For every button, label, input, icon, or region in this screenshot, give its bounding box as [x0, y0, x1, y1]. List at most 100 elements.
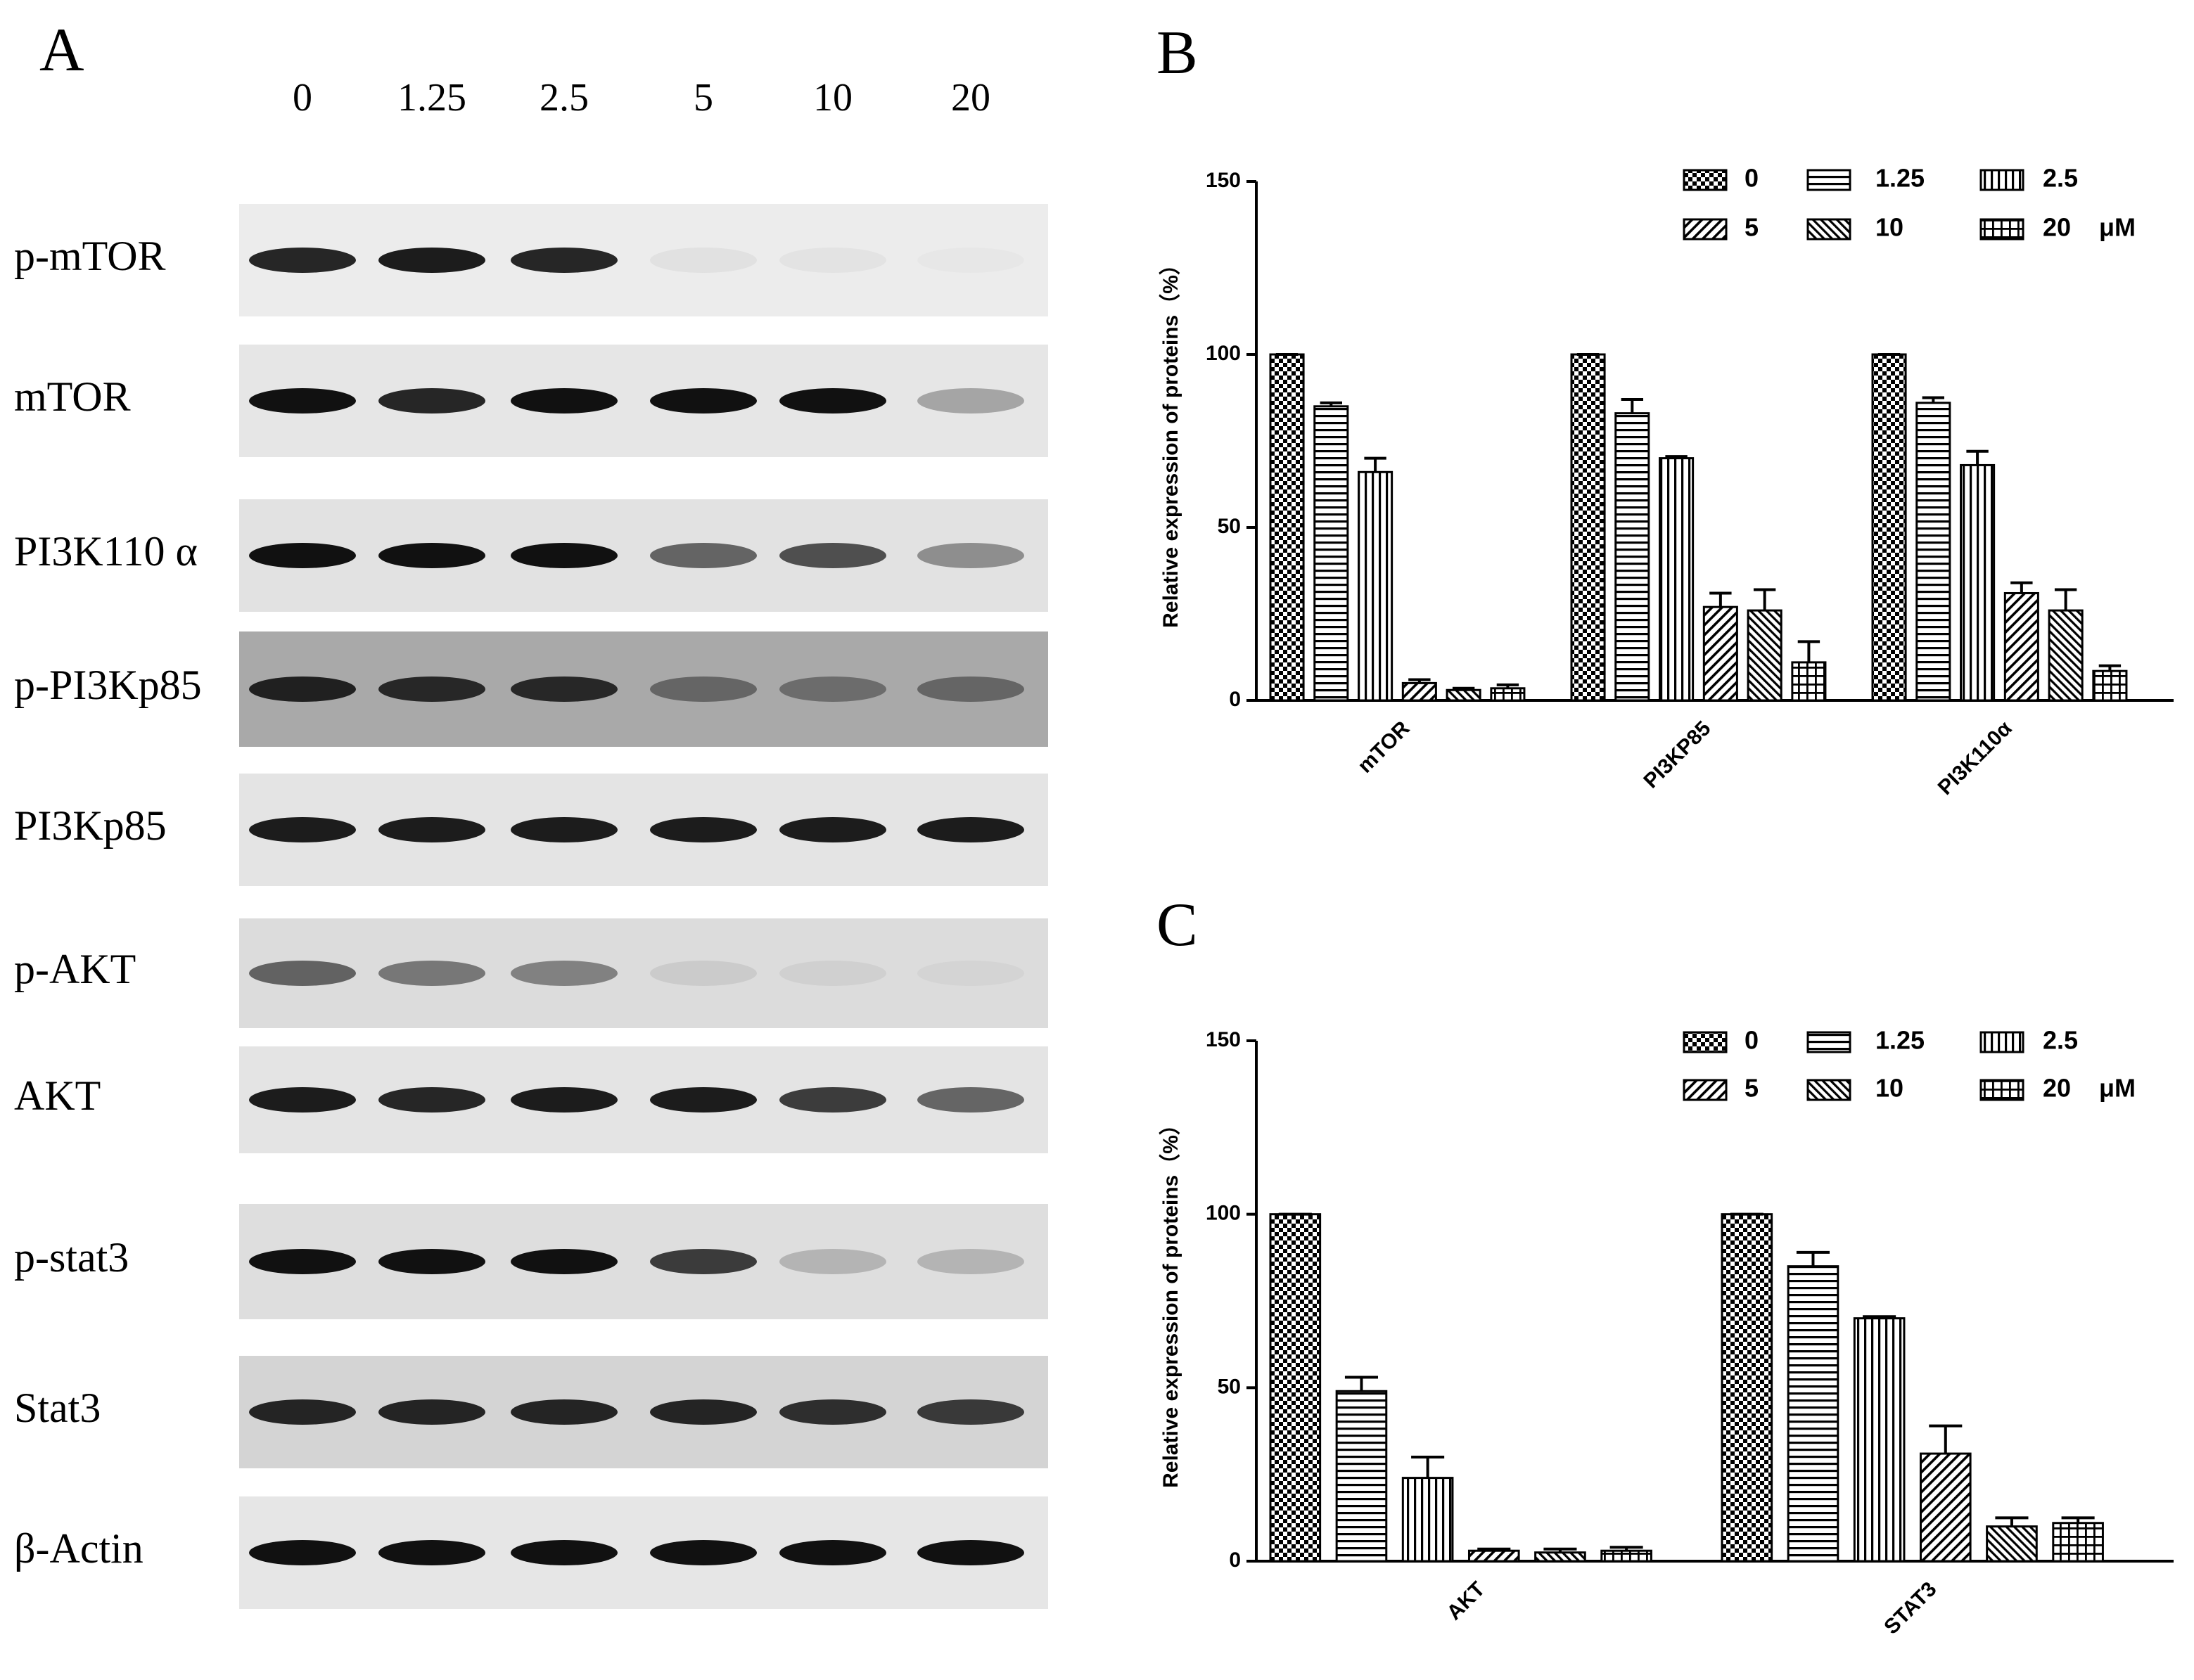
lane-label: 10	[813, 76, 853, 120]
blot-band	[917, 961, 1024, 986]
blot-band	[917, 1399, 1024, 1425]
legend-unit: μM	[2099, 213, 2136, 242]
bar	[1659, 457, 1695, 702]
protein-label: p-stat3	[14, 1234, 129, 1281]
error-bar	[1411, 1456, 1445, 1478]
blot-band	[650, 817, 757, 842]
blot-band	[650, 677, 757, 702]
legend-swatch	[1806, 1031, 1851, 1053]
legend-label: 2.5	[2043, 164, 2078, 193]
bar	[1401, 681, 1437, 702]
error-bar	[1364, 456, 1386, 473]
blot-band	[249, 961, 356, 986]
blot-band	[511, 677, 618, 702]
blot-band	[779, 1399, 886, 1425]
blot-band	[378, 961, 485, 986]
bar	[1534, 1551, 1586, 1563]
legend-swatch	[1806, 218, 1851, 241]
blot-band	[650, 961, 757, 986]
legend-label: 10	[1875, 213, 1903, 242]
protein-label: mTOR	[14, 373, 131, 420]
error-bar	[1709, 591, 1732, 608]
blot-band	[511, 817, 618, 842]
blot-band	[511, 961, 618, 986]
blot-band	[249, 543, 356, 568]
blot-band	[917, 1249, 1024, 1274]
protein-label: AKT	[14, 1072, 101, 1119]
y-tick-label: 100	[1206, 342, 1241, 365]
x-tick-label: AKT	[1443, 1577, 1490, 1624]
error-bar	[1966, 449, 1989, 466]
lane-label: 1.25	[397, 76, 466, 120]
protein-label: β-Actin	[14, 1525, 143, 1572]
x-tick-label: mTOR	[1353, 717, 1415, 778]
legend-swatch	[1979, 1031, 2024, 1053]
legend-unit: μM	[2099, 1074, 2136, 1103]
blot-band	[378, 1249, 485, 1274]
y-axis-title: Relative expression of proteins（%）	[1159, 1114, 1182, 1488]
legend-label: 2.5	[2043, 1026, 2078, 1055]
blot-band	[779, 817, 886, 842]
blot-band	[779, 1540, 886, 1565]
blot-band	[917, 388, 1024, 413]
legend-swatch	[1979, 1079, 2024, 1101]
legend-swatch	[1683, 218, 1728, 241]
legend-label: 0	[1745, 1026, 1759, 1055]
bar	[1960, 463, 1996, 702]
blot-band	[378, 677, 485, 702]
lane-label: 0	[293, 76, 312, 120]
bar	[1986, 1525, 2038, 1563]
protein-label: Stat3	[14, 1385, 101, 1431]
bar	[2052, 1522, 2104, 1563]
bar	[1919, 1452, 1972, 1563]
legend-label: 20	[2043, 1074, 2071, 1103]
bar	[1614, 412, 1650, 702]
error-bar	[1995, 1516, 2029, 1527]
blot-band	[378, 1399, 485, 1425]
blot-band	[650, 1249, 757, 1274]
blot-band	[378, 1540, 485, 1565]
blot-strip	[239, 774, 1048, 886]
bar	[1721, 1213, 1773, 1563]
protein-label: PI3Kp85	[14, 802, 167, 849]
blot-band	[249, 677, 356, 702]
legend-label: 10	[1875, 1074, 1903, 1103]
blot-band	[511, 1399, 618, 1425]
legend-swatch	[1979, 218, 2024, 241]
blot-band	[378, 388, 485, 413]
error-bar	[1496, 683, 1519, 688]
panel-label: A	[39, 16, 84, 84]
bar	[1313, 405, 1349, 702]
error-bar	[1796, 1250, 1830, 1267]
error-bar	[2061, 1516, 2095, 1523]
protein-label: PI3K110 α	[14, 528, 198, 575]
legend-swatch	[1979, 169, 2024, 191]
blot-strip	[239, 631, 1048, 747]
error-bar	[1922, 396, 1945, 403]
blot-band	[249, 1399, 356, 1425]
bar	[1269, 353, 1305, 702]
error-bar	[1452, 686, 1475, 691]
blot-band	[511, 543, 618, 568]
blot-band	[249, 817, 356, 842]
blot-band	[917, 817, 1024, 842]
blot-band	[779, 677, 886, 702]
blot-band	[917, 1540, 1024, 1565]
bar	[1702, 605, 1738, 702]
error-bar	[2098, 664, 2122, 672]
panel-label: B	[1156, 19, 1198, 87]
blot-strip	[239, 918, 1048, 1028]
bar	[1401, 1477, 1454, 1563]
bar	[1335, 1390, 1388, 1563]
protein-label: p-mTOR	[14, 233, 166, 279]
error-bar	[1665, 455, 1688, 459]
bar	[1747, 609, 1782, 702]
bar	[1915, 402, 1951, 702]
blot-band	[779, 1249, 886, 1274]
legend-label: 0	[1745, 164, 1759, 193]
blot-band	[378, 1087, 485, 1112]
blot-band	[650, 543, 757, 568]
bar	[1600, 1549, 1652, 1563]
blot-band	[511, 388, 618, 413]
blot-band	[511, 1540, 618, 1565]
